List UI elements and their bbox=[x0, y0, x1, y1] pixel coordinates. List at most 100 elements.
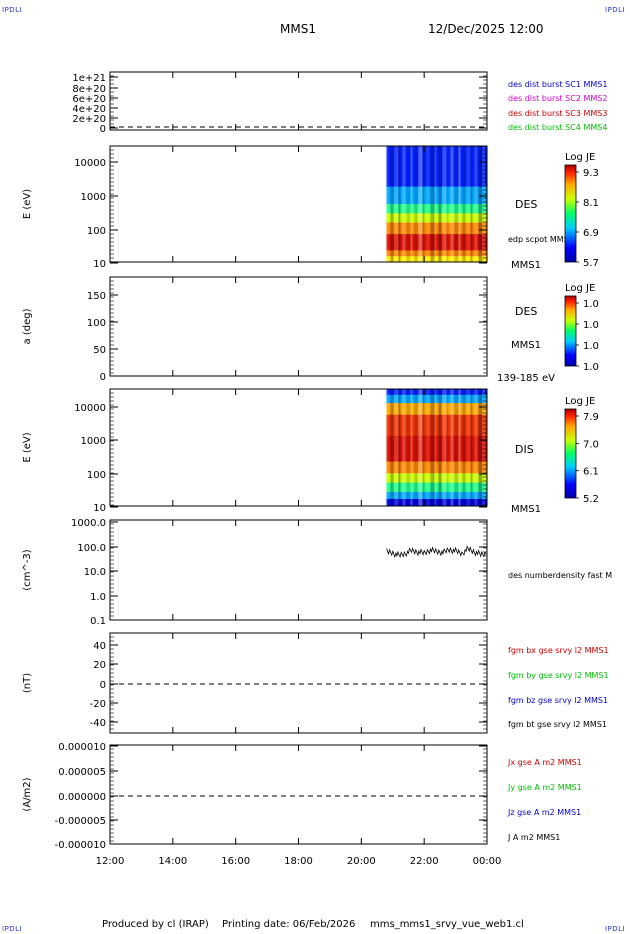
x-tick-label: 14:00 bbox=[158, 856, 187, 867]
heatmap-column bbox=[426, 389, 430, 506]
legend-entry: Jx gse A m2 MMS1 bbox=[507, 758, 582, 767]
colorbar-tick-label: 9.3 bbox=[583, 168, 599, 179]
legend-entry: des dist burst SC2 MMS2 bbox=[508, 94, 607, 103]
heatmap-column bbox=[406, 389, 411, 506]
heatmap-column bbox=[478, 146, 483, 262]
y-tick-label: 50 bbox=[93, 345, 106, 356]
heatmap-band bbox=[386, 256, 487, 263]
y-tick-label: 10 bbox=[93, 259, 106, 270]
colorbar-title: Log JE bbox=[565, 152, 595, 163]
y-tick-label: 4e+20 bbox=[72, 104, 106, 115]
legend-entry: des dist burst SC4 MMS4 bbox=[508, 123, 607, 132]
legend-entry: des dist burst SC1 MMS1 bbox=[508, 80, 607, 89]
y-tick-label: 2e+20 bbox=[72, 114, 106, 125]
y-tick-label: 0 bbox=[100, 372, 106, 383]
y-axis-label: E (eV) bbox=[22, 432, 33, 462]
heatmap-band bbox=[386, 414, 487, 437]
side-label: edp scpot MMS1 bbox=[508, 235, 574, 244]
heatmap-column bbox=[414, 146, 418, 262]
legend-entry: J A m2 MMS1 bbox=[507, 833, 560, 842]
colorbar-tick-label: 1.0 bbox=[583, 299, 599, 310]
y-tick-label: 0.1 bbox=[90, 616, 106, 627]
heatmap-column bbox=[422, 146, 425, 262]
colorbar-tick-label: 6.9 bbox=[583, 228, 599, 239]
heatmap-column bbox=[470, 146, 473, 262]
heatmap-column bbox=[454, 389, 459, 506]
heatmap-band bbox=[386, 186, 487, 205]
legend-entry: fgm bx gse srvy l2 MMS1 bbox=[508, 646, 609, 655]
heatmap-column bbox=[410, 146, 413, 262]
y-tick-label: 0.000005 bbox=[58, 767, 106, 778]
y-axis-label: a (deg) bbox=[22, 308, 33, 344]
heatmap-column bbox=[482, 146, 485, 262]
heatmap-column bbox=[446, 389, 449, 506]
heatmap-column bbox=[446, 146, 449, 262]
panel-frame-6 bbox=[109, 744, 488, 845]
colorbar-tick-label: 1.0 bbox=[583, 320, 599, 331]
heatmap-column bbox=[458, 389, 461, 506]
footer-produced-by: Produced by cl (IRAP) bbox=[102, 919, 209, 930]
y-tick-label: 0 bbox=[100, 124, 106, 135]
corner-label-bottom-right: IPDLI bbox=[605, 925, 626, 933]
footer-filename: mms_mms1_srvy_vue_web1.cl bbox=[370, 919, 524, 930]
heatmap-column bbox=[478, 389, 483, 506]
x-tick-label: 12:00 bbox=[96, 856, 125, 867]
heatmap-band bbox=[386, 473, 487, 484]
side-label: MMS1 bbox=[511, 504, 541, 515]
legend-entry: fgm bt gse srvy l2 MMS1 bbox=[508, 720, 607, 729]
heatmap-band bbox=[386, 234, 487, 251]
y-tick-label: 40 bbox=[93, 641, 106, 652]
colorbar-title: Log JE bbox=[565, 283, 595, 294]
y-tick-label: 10.0 bbox=[84, 567, 106, 578]
heatmap-column bbox=[458, 146, 461, 262]
y-tick-label: 20 bbox=[93, 660, 106, 671]
panel-frame-2 bbox=[109, 276, 488, 377]
heatmap-column bbox=[418, 389, 423, 506]
heatmap-band bbox=[386, 204, 487, 214]
heatmap-column bbox=[454, 146, 459, 262]
y-tick-label: 100 bbox=[87, 470, 106, 481]
heatmap-column bbox=[430, 146, 435, 262]
side-label: DES bbox=[515, 198, 537, 211]
y-tick-label: 100 bbox=[87, 226, 106, 237]
heatmap-column bbox=[398, 389, 401, 506]
heatmap-column bbox=[470, 389, 473, 506]
y-tick-label: 150 bbox=[87, 291, 106, 302]
heatmap-column bbox=[418, 146, 423, 262]
heatmap-column bbox=[422, 389, 425, 506]
y-axis-label: (cm^-3) bbox=[22, 549, 33, 590]
corner-label-top-right: IPDLI bbox=[605, 6, 626, 14]
colorbar-tick-label: 8.1 bbox=[583, 198, 599, 209]
heatmap-column bbox=[386, 146, 389, 262]
heatmap-column bbox=[394, 389, 399, 506]
heatmap-column bbox=[438, 389, 442, 506]
colorbar bbox=[564, 295, 577, 367]
heatmap-column bbox=[386, 389, 389, 506]
heatmap-band bbox=[386, 435, 487, 463]
heatmap-column bbox=[402, 146, 406, 262]
heatmap-column bbox=[414, 389, 418, 506]
heatmap-column bbox=[430, 389, 435, 506]
y-tick-label: -0.000010 bbox=[55, 840, 106, 851]
y-axis-label: (A/m2) bbox=[22, 777, 33, 811]
heatmap-column bbox=[398, 146, 401, 262]
legend-entry: fgm by gse srvy l2 MMS1 bbox=[508, 671, 609, 680]
y-tick-label: 0.000000 bbox=[58, 792, 106, 803]
y-axis-label: (nT) bbox=[22, 673, 33, 693]
colorbar bbox=[564, 164, 577, 263]
panel-frame-0 bbox=[109, 71, 488, 131]
y-tick-label: -20 bbox=[90, 699, 106, 710]
heatmap-band bbox=[386, 403, 487, 416]
y-tick-label: 1000 bbox=[81, 436, 106, 447]
y-tick-label: 0 bbox=[100, 680, 106, 691]
heatmap-column bbox=[450, 146, 454, 262]
colorbar-tick-label: 1.0 bbox=[583, 362, 599, 373]
x-tick-label: 20:00 bbox=[347, 856, 376, 867]
side-label: DIS bbox=[515, 443, 534, 456]
heatmap-column bbox=[466, 146, 471, 262]
colorbar-title: Log JE bbox=[565, 396, 595, 407]
heatmap-column bbox=[442, 389, 447, 506]
heatmap-band bbox=[386, 389, 487, 396]
heatmap-column bbox=[450, 389, 454, 506]
